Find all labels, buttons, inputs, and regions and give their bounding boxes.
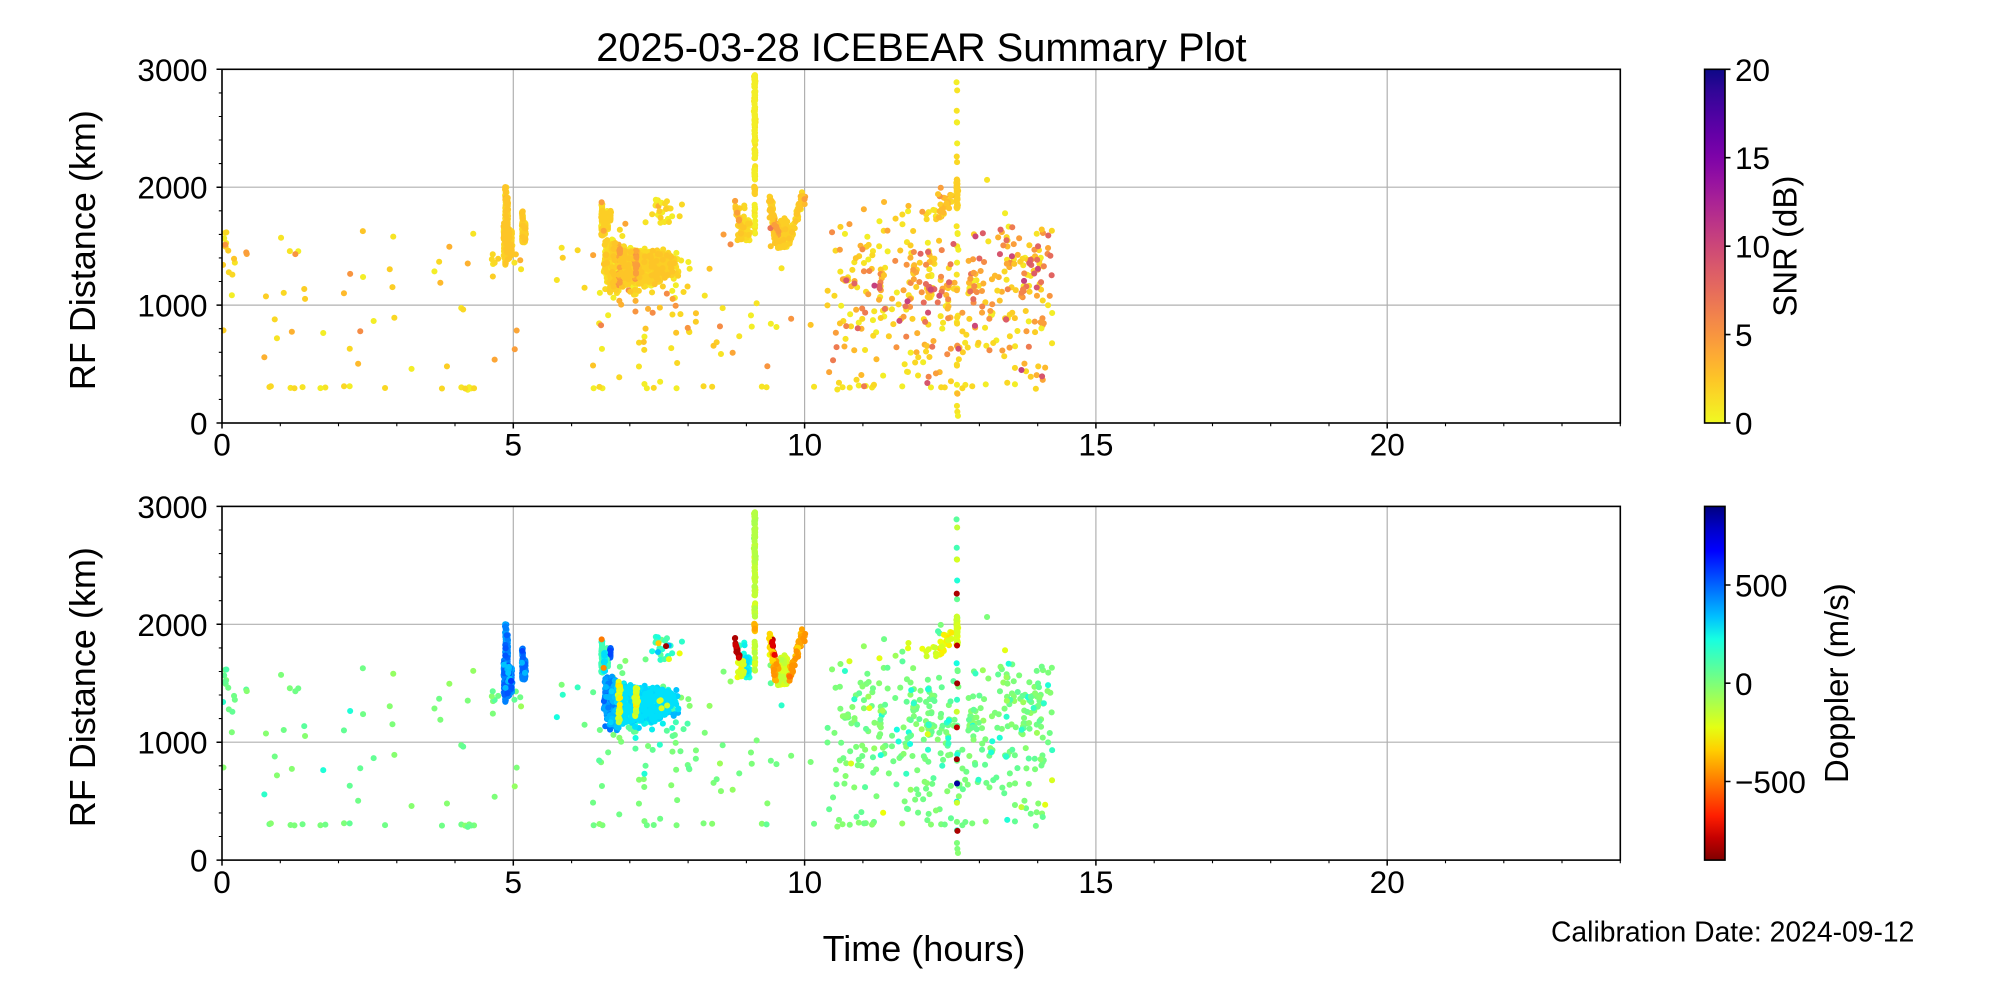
svg-text:20: 20 (1735, 52, 1770, 88)
svg-text:20: 20 (1370, 864, 1405, 900)
svg-text:2025-03-28 ICEBEAR Summary Plo: 2025-03-28 ICEBEAR Summary Plot (596, 26, 1246, 70)
svg-text:1000: 1000 (137, 288, 207, 324)
svg-text:0: 0 (213, 426, 231, 462)
svg-text:15: 15 (1078, 426, 1113, 462)
svg-text:10: 10 (787, 426, 822, 462)
svg-text:SNR (dB): SNR (dB) (1767, 176, 1804, 317)
svg-text:0: 0 (190, 406, 208, 442)
svg-text:Time (hours): Time (hours) (823, 928, 1026, 969)
svg-text:500: 500 (1735, 568, 1788, 604)
svg-text:Doppler (m/s): Doppler (m/s) (1818, 583, 1855, 783)
svg-text:10: 10 (787, 864, 822, 900)
svg-text:RF Distance (km): RF Distance (km) (62, 547, 103, 827)
svg-text:0: 0 (1735, 406, 1753, 442)
svg-text:0: 0 (1735, 666, 1753, 702)
svg-text:15: 15 (1735, 140, 1770, 176)
svg-text:2000: 2000 (137, 170, 207, 206)
svg-text:2000: 2000 (137, 607, 207, 643)
svg-text:RF Distance (km): RF Distance (km) (62, 110, 103, 390)
svg-text:−500: −500 (1735, 764, 1806, 800)
svg-text:0: 0 (190, 843, 208, 879)
svg-text:10: 10 (1735, 229, 1770, 265)
svg-text:15: 15 (1078, 864, 1113, 900)
svg-text:3000: 3000 (137, 52, 207, 88)
svg-text:1000: 1000 (137, 725, 207, 761)
svg-text:5: 5 (1735, 317, 1753, 353)
svg-text:Calibration Date: 2024-09-12: Calibration Date: 2024-09-12 (1551, 916, 1914, 948)
svg-text:3000: 3000 (137, 489, 207, 525)
svg-text:20: 20 (1370, 426, 1405, 462)
svg-text:5: 5 (505, 864, 523, 900)
svg-text:5: 5 (505, 426, 523, 462)
svg-text:0: 0 (213, 864, 231, 900)
